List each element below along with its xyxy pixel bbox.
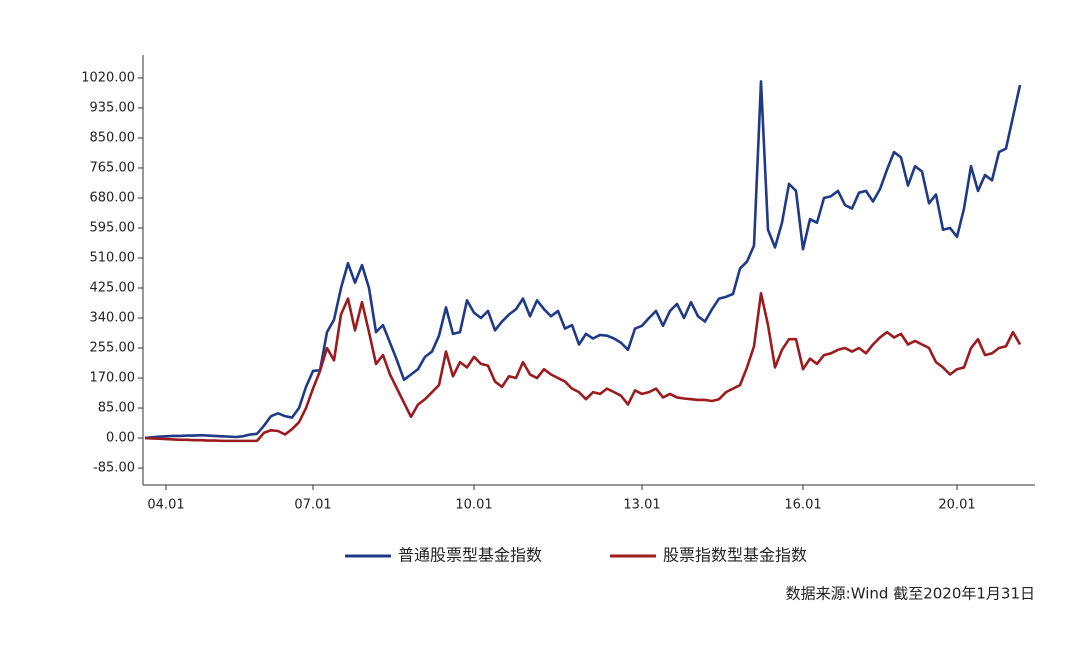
series-line [144,80,1022,440]
x-tick-label: 04.01 [147,498,184,513]
legend-label: 普通股票型基金指数 [398,546,542,565]
x-tick-label: 07.01 [294,498,331,513]
y-tick-label: 170.00 [90,371,136,386]
y-tick-label: 1020.00 [81,70,135,85]
y-tick-label: 510.00 [90,250,136,265]
x-tick-label: 20.01 [938,498,975,513]
y-tick-label: 255.00 [90,341,136,356]
x-tick-label: 10.01 [455,498,492,513]
x-tick-label: 13.01 [623,498,660,513]
y-tick-label: -85.00 [93,461,135,476]
x-tick-label: 16.01 [784,498,821,513]
y-tick-label: 0.00 [106,431,135,446]
y-tick-label: 425.00 [90,281,136,296]
source-note: 数据来源:Wind 截至2020年1月31日 [786,585,1035,603]
y-tick-label: 935.00 [90,100,136,115]
y-tick-label: 340.00 [90,311,136,326]
y-tick-label: 85.00 [98,401,135,416]
y-tick-label: 680.00 [90,190,136,205]
y-tick-label: 595.00 [90,220,136,235]
y-tick-label: 850.00 [90,130,136,145]
series-line [144,292,1022,443]
y-tick-label: 765.00 [90,160,136,175]
legend-label: 股票指数型基金指数 [663,546,807,565]
